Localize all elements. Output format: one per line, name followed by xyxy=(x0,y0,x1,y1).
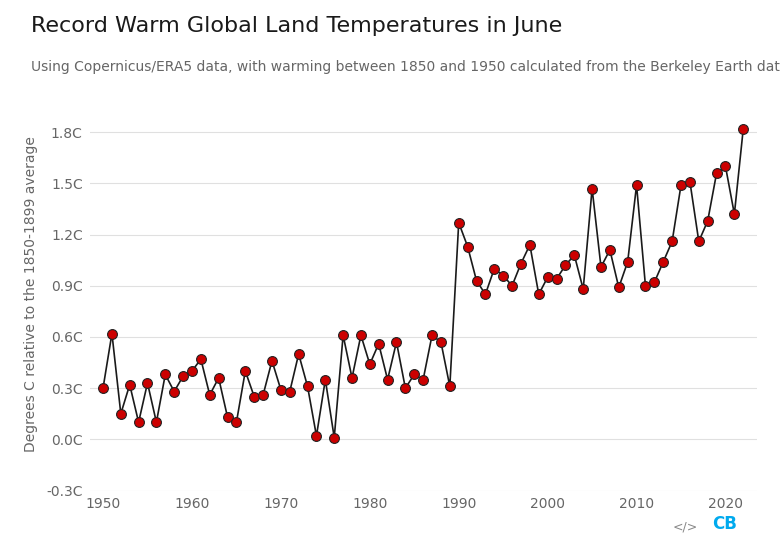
Point xyxy=(337,331,349,340)
Point xyxy=(657,258,669,267)
Point xyxy=(355,331,367,340)
Point xyxy=(212,373,225,382)
Text: CB: CB xyxy=(712,515,737,533)
Point xyxy=(612,283,625,292)
Point xyxy=(373,340,385,348)
Point xyxy=(239,367,252,376)
Point xyxy=(568,251,580,259)
Point xyxy=(159,370,172,379)
Point xyxy=(515,259,527,268)
Point xyxy=(497,271,509,280)
Point xyxy=(168,387,180,396)
Point xyxy=(462,242,474,251)
Point xyxy=(648,278,661,287)
Point xyxy=(186,367,198,376)
Point xyxy=(444,382,456,391)
Point xyxy=(523,240,536,249)
Point xyxy=(719,162,732,171)
Point xyxy=(541,273,554,282)
Point xyxy=(97,384,109,392)
Point xyxy=(711,169,723,178)
Point xyxy=(595,263,608,271)
Point xyxy=(737,124,750,133)
Point xyxy=(693,237,705,246)
Point xyxy=(133,418,145,427)
Point xyxy=(106,329,119,338)
Point xyxy=(551,275,563,283)
Text: Using Copernicus/ERA5 data, with warming between 1850 and 1950 calculated from t: Using Copernicus/ERA5 data, with warming… xyxy=(31,60,780,74)
Point xyxy=(195,355,207,364)
Point xyxy=(346,373,358,382)
Point xyxy=(123,380,136,389)
Point xyxy=(586,184,598,193)
Point xyxy=(399,384,412,392)
Point xyxy=(257,391,269,399)
Text: Record Warm Global Land Temperatures in June: Record Warm Global Land Temperatures in … xyxy=(31,16,562,37)
Point xyxy=(319,376,332,384)
Point xyxy=(577,285,590,294)
Point xyxy=(506,281,519,290)
Point xyxy=(310,432,323,440)
Point xyxy=(479,290,491,299)
Point xyxy=(284,387,296,396)
Point xyxy=(222,413,234,421)
Point xyxy=(275,385,287,394)
Point xyxy=(151,418,163,427)
Point xyxy=(328,433,341,442)
Y-axis label: Degrees C relative to the 1850-1899 average: Degrees C relative to the 1850-1899 aver… xyxy=(24,136,38,452)
Point xyxy=(381,376,394,384)
Point xyxy=(390,338,402,347)
Point xyxy=(622,258,634,267)
Point xyxy=(248,392,261,401)
Point xyxy=(141,379,154,387)
Point xyxy=(701,216,714,225)
Point xyxy=(115,409,127,418)
Text: </>: </> xyxy=(673,520,698,533)
Point xyxy=(417,376,430,384)
Point xyxy=(230,418,243,427)
Point xyxy=(301,382,314,391)
Point xyxy=(683,177,696,186)
Point xyxy=(729,210,741,219)
Point xyxy=(452,219,465,227)
Point xyxy=(666,237,679,246)
Point xyxy=(559,261,572,270)
Point xyxy=(408,370,420,379)
Point xyxy=(488,264,501,273)
Point xyxy=(470,276,483,285)
Point xyxy=(434,338,447,347)
Point xyxy=(630,181,643,190)
Point xyxy=(640,281,652,290)
Point xyxy=(177,372,190,380)
Point xyxy=(426,331,438,340)
Point xyxy=(204,391,216,399)
Point xyxy=(363,360,376,368)
Point xyxy=(266,356,278,365)
Point xyxy=(675,181,687,190)
Point xyxy=(604,246,616,255)
Point xyxy=(292,350,305,359)
Point xyxy=(533,290,545,299)
